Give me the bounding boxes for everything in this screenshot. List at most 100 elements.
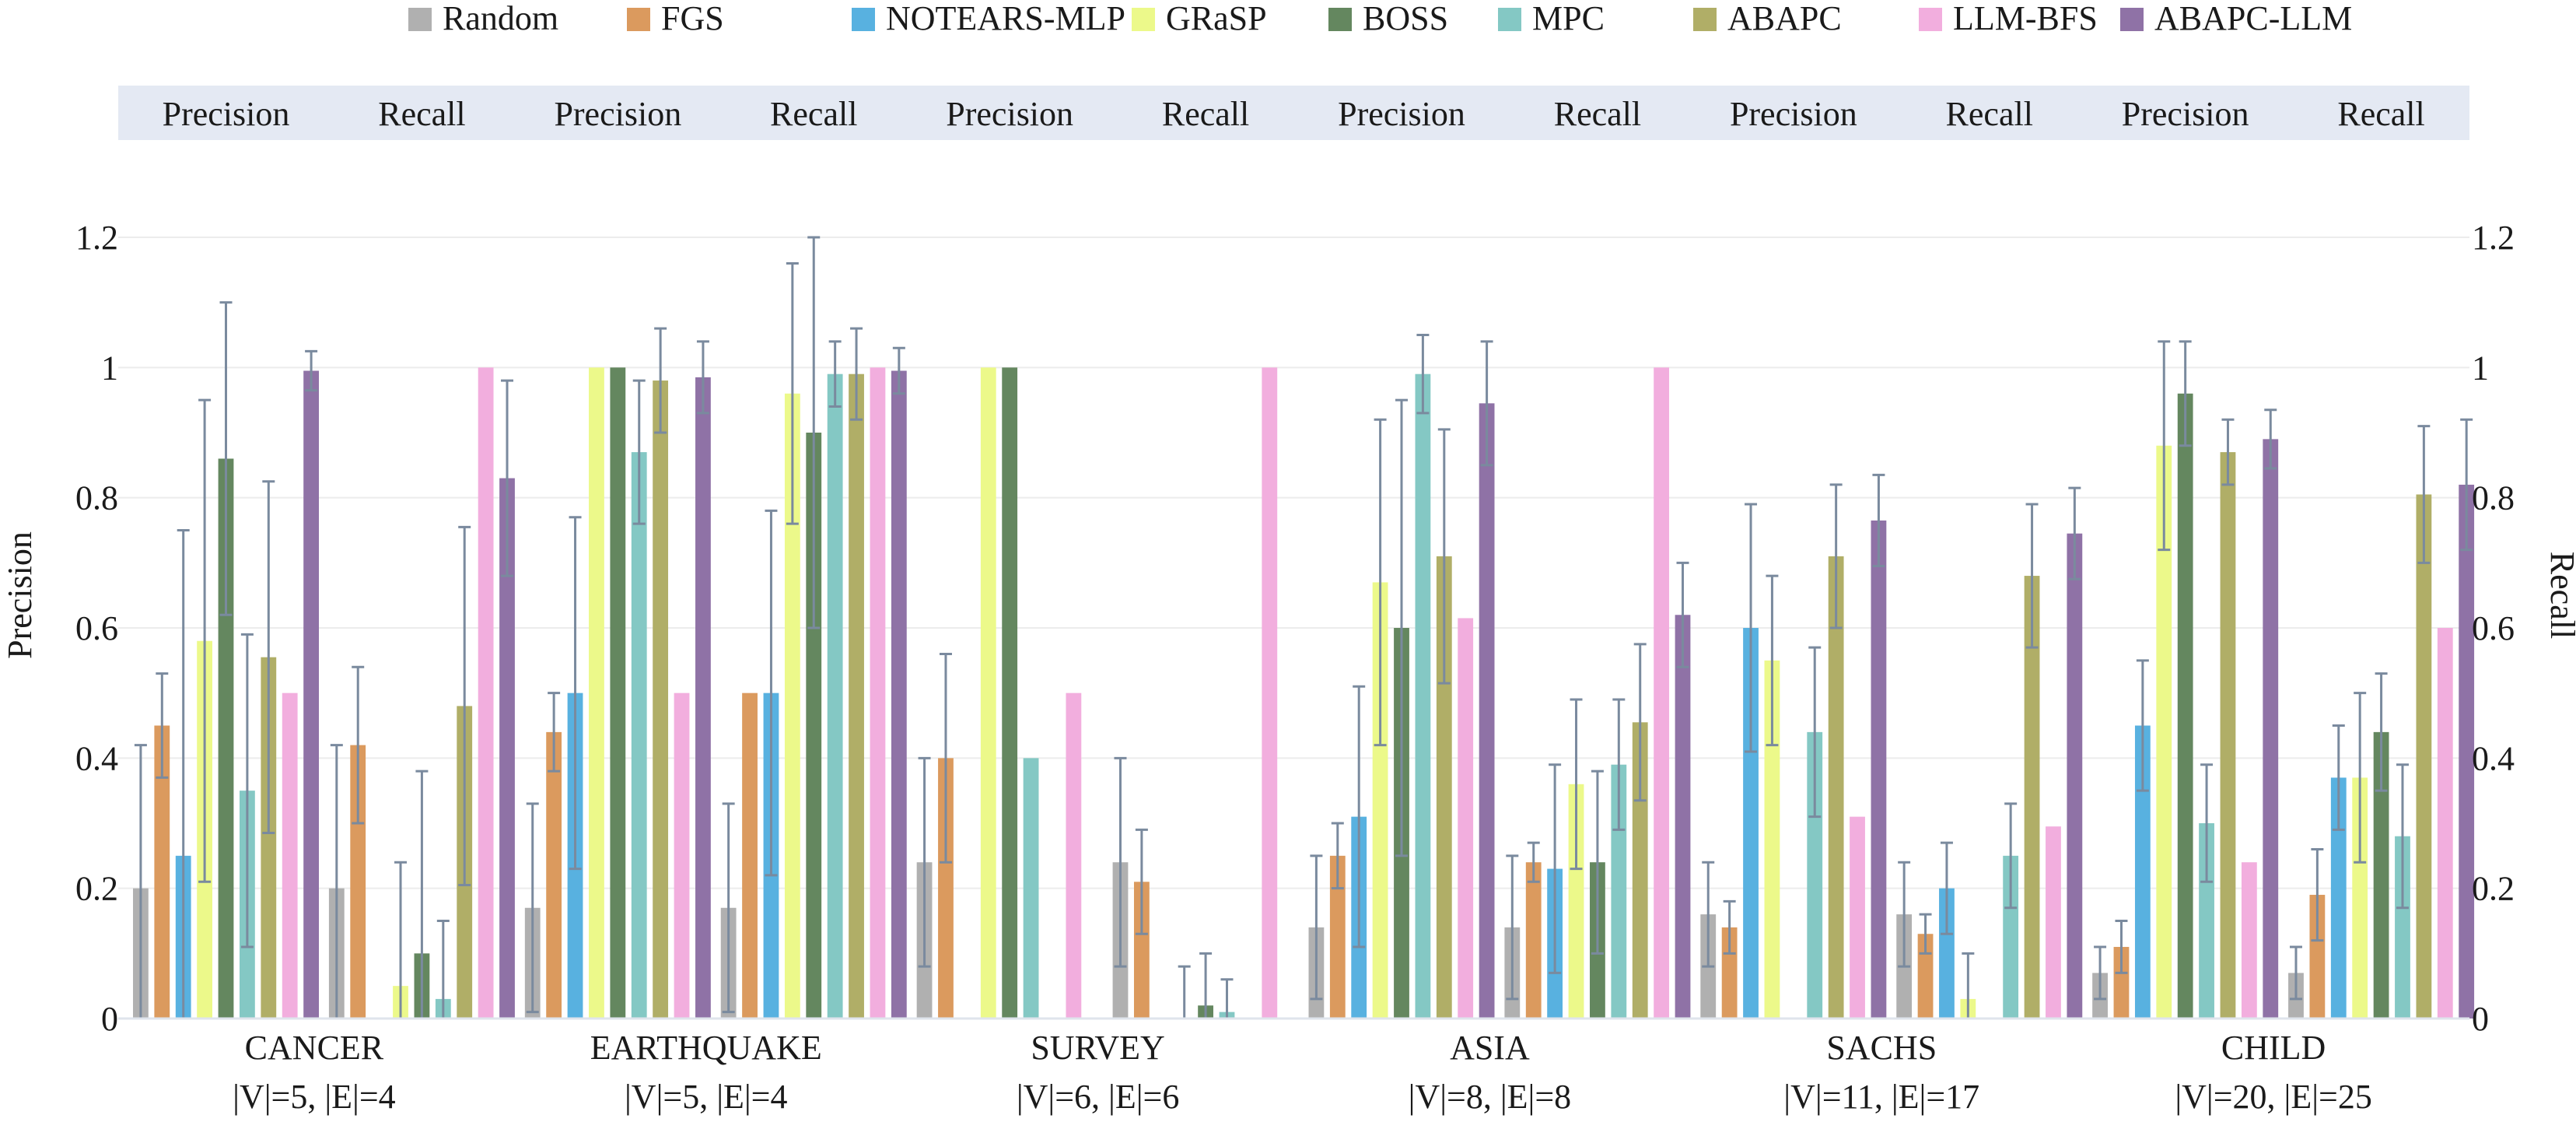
bar-fgs-recall bbox=[350, 745, 366, 1019]
error-bar-fgs-precision bbox=[1331, 822, 1344, 890]
bar-abapc-llm-recall bbox=[499, 478, 515, 1019]
error-bar-fgs-recall bbox=[1919, 913, 1932, 955]
error-bar-abapc-llm-precision bbox=[696, 340, 709, 415]
error-bar-abapc-llm-precision bbox=[1480, 340, 1493, 467]
dataset-stats: |V|=6, |E|=6 bbox=[1017, 1078, 1180, 1116]
error-bar-fgs-recall bbox=[352, 665, 365, 825]
bar-boss-precision bbox=[1002, 367, 1018, 1019]
dataset-stats: |V|=20, |E|=25 bbox=[2175, 1078, 2372, 1116]
error-bar-grasp-precision bbox=[1766, 574, 1779, 747]
error-bar-random-precision bbox=[2094, 945, 2107, 1001]
header-label-precision: Precision bbox=[163, 95, 290, 133]
error-bar-grasp-precision bbox=[1374, 418, 1387, 747]
error-bar-grasp-precision bbox=[198, 398, 212, 883]
error-bar-notears-mlp-precision bbox=[1745, 503, 1758, 753]
bar-abapc-recall bbox=[2024, 576, 2040, 1019]
bar-fgs-recall bbox=[1133, 882, 1150, 1019]
legend-swatch-llm-bfs bbox=[1919, 8, 1942, 31]
error-bar-boss-recall bbox=[2375, 672, 2388, 792]
bars bbox=[133, 236, 2475, 1020]
error-bar-abapc-precision bbox=[2221, 418, 2235, 486]
legend-label: Random bbox=[443, 0, 558, 37]
error-bar-fgs-recall bbox=[2311, 847, 2324, 942]
error-bar-abapc-precision bbox=[262, 480, 275, 835]
error-bar-grasp-recall bbox=[1570, 698, 1583, 871]
bar-fgs-recall bbox=[2309, 895, 2326, 1019]
error-bar-random-recall bbox=[1898, 861, 1911, 968]
bar-llm-bfs-precision bbox=[1066, 692, 1082, 1019]
error-bar-fgs-precision bbox=[156, 672, 169, 779]
header-label-recall: Recall bbox=[1946, 95, 2033, 133]
error-bar-notears-mlp-precision bbox=[1353, 685, 1366, 948]
bar-abapc-precision bbox=[261, 657, 277, 1019]
bar-abapc-llm-precision bbox=[695, 377, 711, 1019]
bar-abapc-llm-recall bbox=[2067, 533, 2083, 1019]
error-bar-random-precision bbox=[526, 802, 539, 1014]
bar-grasp-recall bbox=[784, 393, 800, 1019]
metric-header-band: Precision Recall Precision Recall Precision R… bbox=[118, 86, 2469, 140]
bar-mpc-recall bbox=[827, 373, 843, 1019]
bar-abapc-precision bbox=[653, 380, 669, 1019]
bar-grasp-precision bbox=[1764, 660, 1780, 1019]
error-bar-abapc-llm-recall bbox=[2068, 486, 2081, 580]
bar-notears-mlp-precision bbox=[2134, 725, 2151, 1019]
bar-abapc-precision bbox=[1828, 556, 1844, 1019]
bar-fgs-precision bbox=[546, 731, 562, 1019]
dataset-name-cancer: CANCER bbox=[245, 1029, 384, 1067]
y-tick-left: 1 bbox=[101, 349, 118, 387]
bar-abapc-precision bbox=[2220, 452, 2236, 1019]
dataset-stats: |V|=11, |E|=17 bbox=[1783, 1078, 1979, 1116]
bar-fgs-recall bbox=[742, 692, 758, 1019]
legend-swatch-notears-mlp bbox=[852, 8, 875, 31]
bar-mpc-recall bbox=[1611, 764, 1627, 1019]
header-label-recall: Recall bbox=[1162, 95, 1249, 133]
y-tick-left: 0.2 bbox=[75, 870, 118, 908]
error-bar-fgs-precision bbox=[548, 692, 561, 773]
bar-abapc-llm-precision bbox=[1871, 520, 1887, 1019]
header-label-recall: Recall bbox=[2337, 95, 2424, 133]
error-bar-notears-mlp-recall bbox=[2332, 724, 2345, 831]
legend-swatch-abapc bbox=[1693, 8, 1717, 31]
bar-llm-bfs-precision bbox=[674, 692, 690, 1019]
header-label-recall: Recall bbox=[1554, 95, 1641, 133]
error-bar-grasp-precision bbox=[2158, 340, 2171, 552]
error-bar-notears-mlp-precision bbox=[2136, 659, 2149, 792]
bar-llm-bfs-recall bbox=[1262, 367, 1278, 1019]
bar-abapc-precision bbox=[1436, 556, 1452, 1019]
legend-label: BOSS bbox=[1363, 0, 1448, 37]
error-bar-random-recall bbox=[1114, 756, 1127, 968]
error-bar-fgs-precision bbox=[939, 652, 952, 864]
bar-grasp-precision bbox=[1372, 582, 1388, 1019]
legend-label: MPC bbox=[1532, 0, 1605, 37]
bar-fgs-recall bbox=[1917, 934, 1934, 1019]
bar-mpc-precision bbox=[2199, 823, 2214, 1019]
dataset-name-survey: SURVEY bbox=[1031, 1029, 1165, 1067]
error-bar-abapc-llm-recall bbox=[1676, 561, 1689, 668]
error-bar-random-recall bbox=[2289, 945, 2302, 1001]
error-bar-boss-precision bbox=[219, 301, 233, 616]
bar-grasp-precision bbox=[2156, 445, 2172, 1019]
legend-swatch-random bbox=[408, 8, 432, 31]
bar-llm-bfs-precision bbox=[1850, 816, 1865, 1019]
error-bar-abapc-recall bbox=[1633, 643, 1647, 802]
legend-swatch-grasp bbox=[1132, 8, 1155, 31]
header-label-precision: Precision bbox=[946, 95, 1073, 133]
error-bar-abapc-llm-precision bbox=[2264, 408, 2277, 470]
error-bar-fgs-precision bbox=[1723, 899, 1736, 955]
dataset-stats: |V|=5, |E|=4 bbox=[625, 1078, 788, 1116]
error-bar-random-recall bbox=[1506, 854, 1519, 1001]
bar-mpc-recall bbox=[2395, 836, 2410, 1019]
bar-fgs-precision bbox=[1721, 927, 1738, 1019]
bar-abapc-llm-recall bbox=[891, 370, 907, 1019]
header-label-recall: Recall bbox=[770, 95, 857, 133]
bar-boss-precision bbox=[610, 367, 626, 1019]
error-bar-grasp-recall bbox=[1178, 965, 1191, 1020]
error-bar-mpc-precision bbox=[2200, 763, 2214, 883]
dataset-stats: |V|=8, |E|=8 bbox=[1409, 1078, 1572, 1116]
legend-label: ABAPC bbox=[1727, 0, 1842, 37]
bar-abapc-llm-precision bbox=[2263, 439, 2279, 1019]
error-bar-boss-recall bbox=[1591, 770, 1604, 955]
error-bar-abapc-precision bbox=[1437, 428, 1451, 685]
